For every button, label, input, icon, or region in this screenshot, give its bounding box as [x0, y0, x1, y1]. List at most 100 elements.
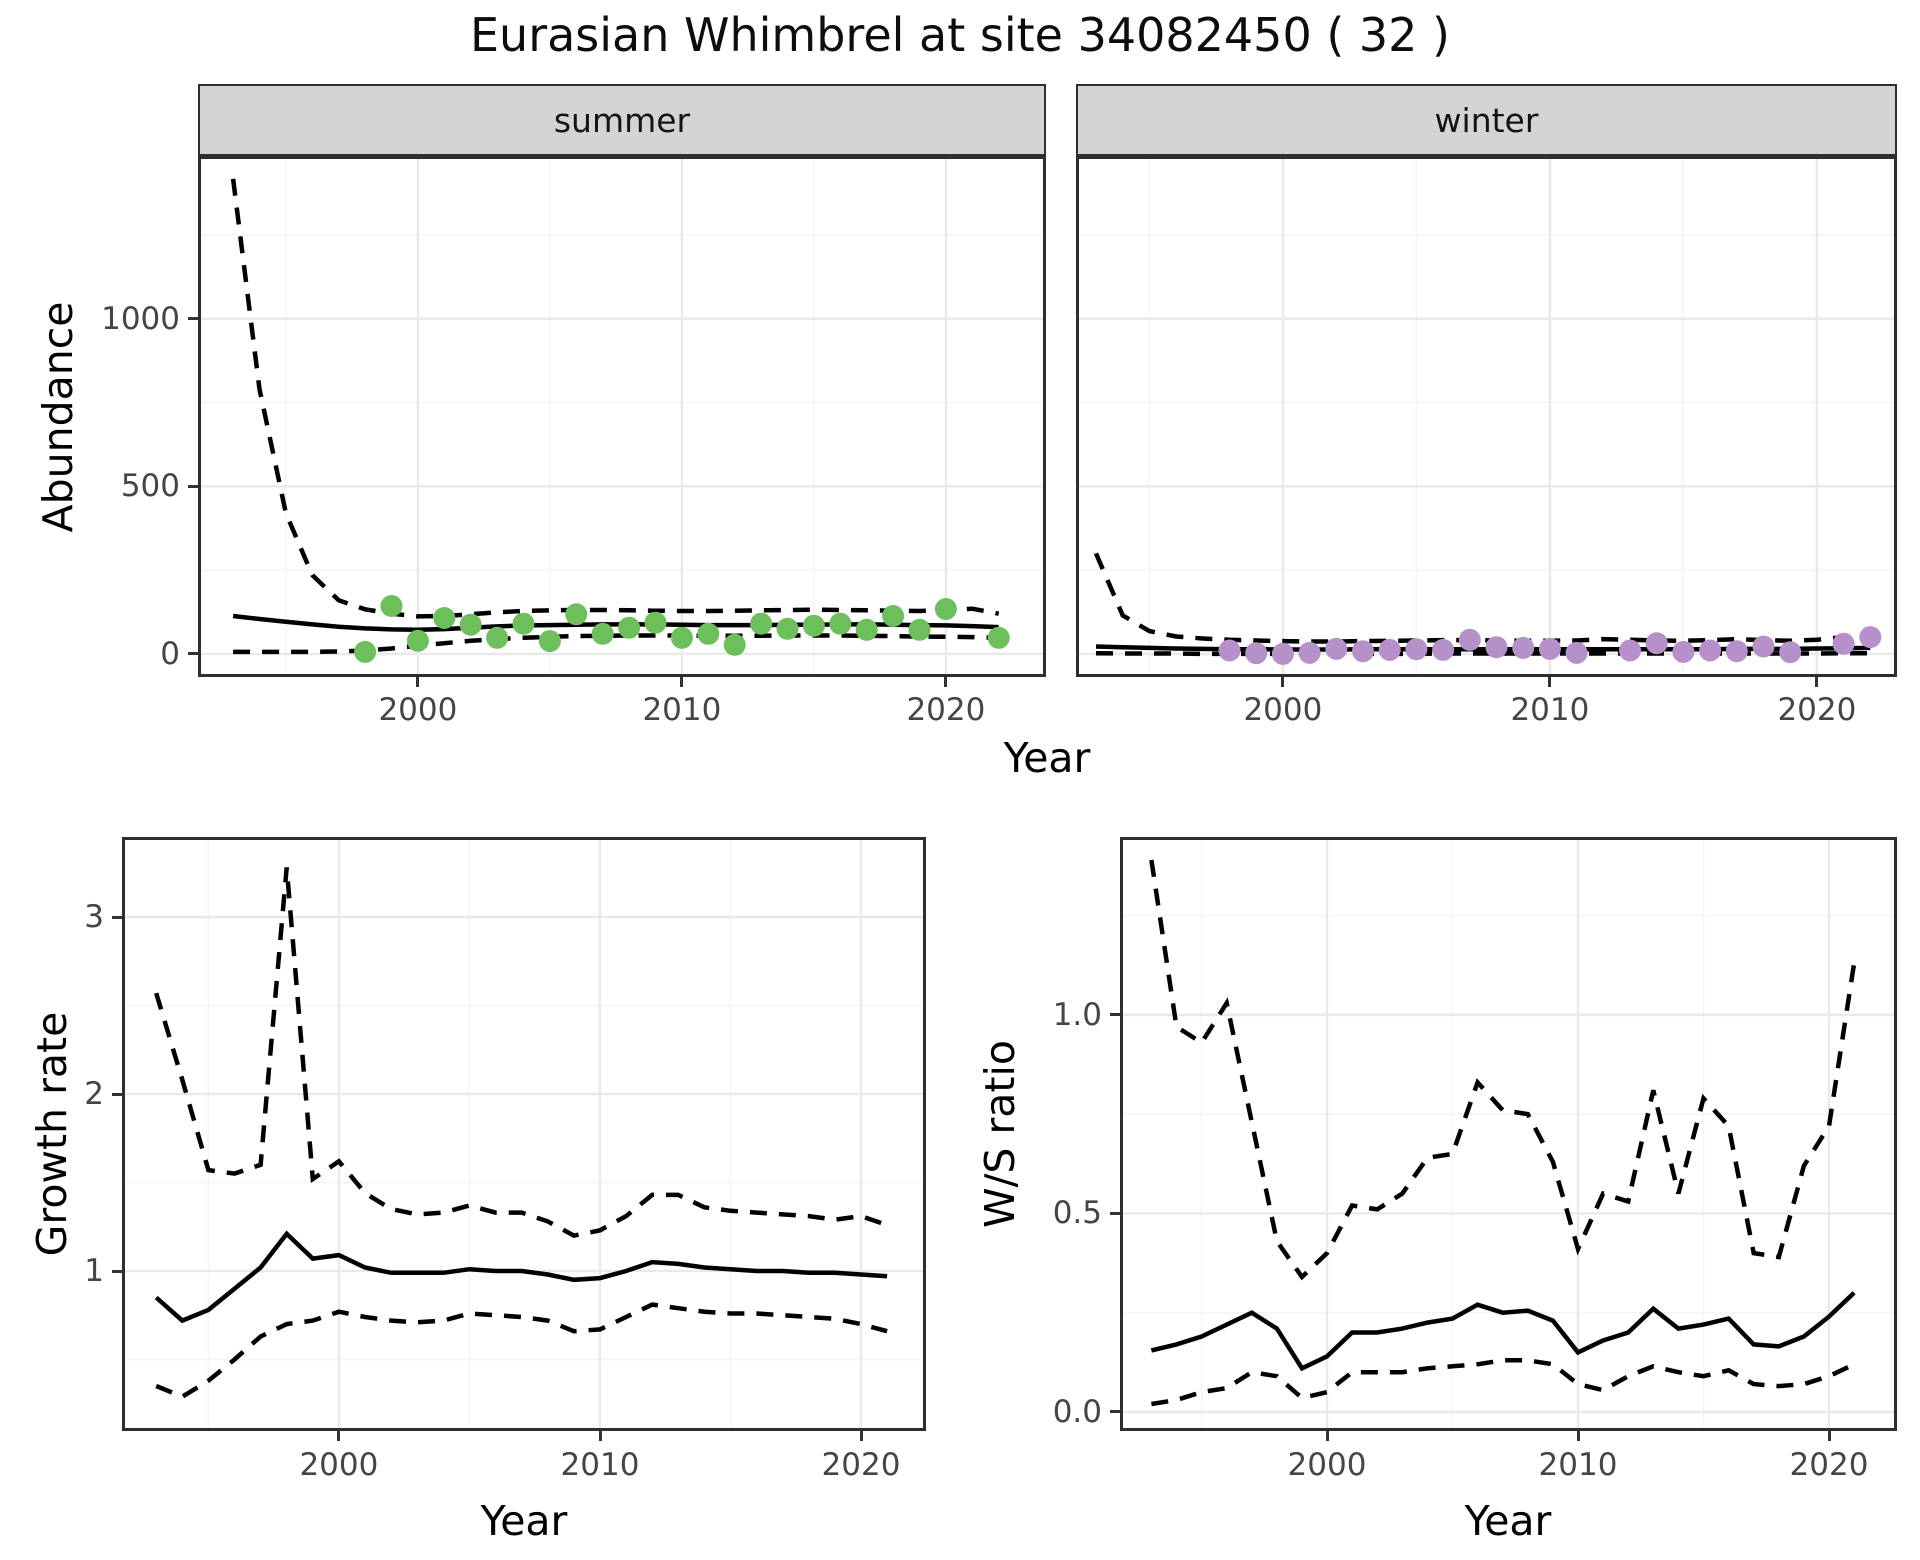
winter-upper-ci-line — [1093, 552, 1871, 644]
x-tick-mark — [1548, 677, 1552, 687]
summer-observation-point — [855, 618, 878, 641]
x-tick-mark — [680, 677, 684, 687]
summer-observation-point — [697, 622, 720, 645]
summer-observation-point — [934, 598, 957, 620]
x-tick-label-ws-2010: 2010 — [1538, 1447, 1618, 1483]
summer-observation-point — [618, 616, 641, 639]
y-tick-mark — [112, 1269, 122, 1273]
summer-observation-point — [670, 626, 693, 649]
summer-plot-panel — [198, 156, 1046, 677]
y-tick-label-summer-0: 0 — [160, 635, 180, 672]
x-tick-mark — [1815, 677, 1819, 687]
panel-border — [198, 156, 1046, 677]
winter-observation-point — [1859, 626, 1882, 649]
x-tick-label-ws-2020: 2020 — [1789, 1447, 1869, 1483]
winter-observation-point — [1352, 640, 1374, 663]
x-tick-label-summer-2000: 2000 — [378, 692, 458, 728]
winter-observation-point — [1325, 637, 1348, 660]
summer-observation-point — [565, 603, 588, 626]
x-tick-label-ws-2000: 2000 — [1287, 1447, 1367, 1483]
y-tick-mark — [1110, 1211, 1120, 1215]
summer-observation-point — [723, 633, 746, 656]
winter-observation-point — [1565, 641, 1588, 664]
summer-observation-point — [644, 611, 667, 634]
facet-strip-winter: winter — [1076, 84, 1897, 156]
y-tick-label-growth-1: 1 — [84, 1253, 104, 1289]
summer-observation-point — [776, 617, 799, 640]
winter-observation-point — [1779, 641, 1802, 664]
x-tick-mark — [1576, 1431, 1580, 1441]
winter-observation-point — [1752, 635, 1775, 658]
summer-observation-point — [987, 626, 1010, 649]
winter-observation-point — [1298, 641, 1321, 664]
summer-observation-point — [486, 626, 509, 649]
x-tick-mark — [598, 1431, 602, 1441]
winter-observation-point — [1245, 642, 1268, 665]
winter-observation-point — [1538, 637, 1561, 660]
summer-observation-point — [538, 630, 561, 653]
y-tick-mark — [188, 652, 198, 656]
growth-fitted-line — [154, 1230, 888, 1324]
y-tick-label-summer-500: 500 — [120, 468, 180, 505]
growth-upper-ci-line — [154, 867, 888, 1238]
x-tick-label-growth-2000: 2000 — [299, 1447, 379, 1483]
ws-lower-ci-line — [1151, 1358, 1856, 1407]
summer-observation-point — [829, 612, 852, 635]
y-tick-label-summer-1000: 1000 — [101, 300, 180, 337]
summer-observation-point — [512, 612, 535, 635]
x-axis-title-year-top: Year — [1003, 734, 1091, 782]
ws-fitted-line — [1150, 1291, 1856, 1372]
y-tick-label-growth-2: 2 — [84, 1076, 104, 1112]
winter-observation-point — [1512, 636, 1535, 659]
x-tick-label-summer-2010: 2010 — [642, 692, 722, 728]
winter-observation-point — [1378, 638, 1401, 661]
winter-observation-point — [1432, 638, 1455, 661]
winter-observation-point — [1405, 638, 1428, 661]
y-tick-mark — [1110, 1410, 1120, 1414]
summer-observation-point — [750, 612, 773, 635]
winter-observation-point — [1271, 642, 1294, 665]
x-tick-label-growth-2010: 2010 — [560, 1447, 640, 1483]
facet-strip-summer-label: summer — [553, 100, 691, 140]
summer-observation-point — [354, 640, 377, 663]
x-axis-title-year-ws: Year — [1464, 1497, 1552, 1545]
x-tick-mark — [1325, 1431, 1329, 1441]
facet-strip-summer: summer — [198, 84, 1046, 156]
summer-observation-point — [433, 607, 456, 629]
winter-observation-point — [1485, 636, 1508, 659]
x-tick-mark — [944, 677, 948, 687]
summer-observation-point — [380, 595, 403, 617]
summer-observation-point — [591, 622, 614, 645]
winter-observation-point — [1725, 640, 1748, 663]
y-tick-label-ws-0.0: 0.0 — [1052, 1393, 1102, 1430]
y-tick-mark — [112, 915, 122, 919]
y-tick-mark — [188, 484, 198, 488]
x-tick-label-winter-2000: 2000 — [1243, 692, 1323, 728]
summer-observation-point — [882, 605, 905, 627]
panel-border — [1076, 156, 1897, 677]
summer-observation-point — [802, 614, 825, 637]
x-tick-mark — [1281, 677, 1285, 687]
summer-upper-ci-line — [230, 178, 1000, 619]
winter-observation-point — [1645, 632, 1668, 655]
ws-upper-ci-line — [1149, 859, 1857, 1281]
growth-plot-panel — [122, 837, 926, 1431]
x-tick-mark — [416, 677, 420, 687]
x-axis-title-year-growth: Year — [480, 1497, 568, 1545]
winter-observation-point — [1458, 628, 1481, 651]
summer-lower-ci-line — [233, 633, 999, 655]
winter-observation-point — [1218, 639, 1241, 662]
winter-observation-point — [1832, 632, 1855, 655]
x-tick-mark — [1827, 1431, 1831, 1441]
facet-strip-winter-label: winter — [1434, 100, 1539, 140]
winter-observation-point — [1699, 639, 1722, 662]
y-tick-label-ws-1.0: 1.0 — [1052, 996, 1102, 1033]
x-tick-mark — [859, 1431, 863, 1441]
x-tick-label-growth-2020: 2020 — [821, 1447, 901, 1483]
x-tick-label-winter-2020: 2020 — [1777, 692, 1857, 728]
x-tick-label-winter-2010: 2010 — [1510, 692, 1590, 728]
summer-observation-point — [406, 629, 429, 652]
y-tick-mark — [112, 1092, 122, 1096]
panel-border — [122, 837, 926, 1431]
